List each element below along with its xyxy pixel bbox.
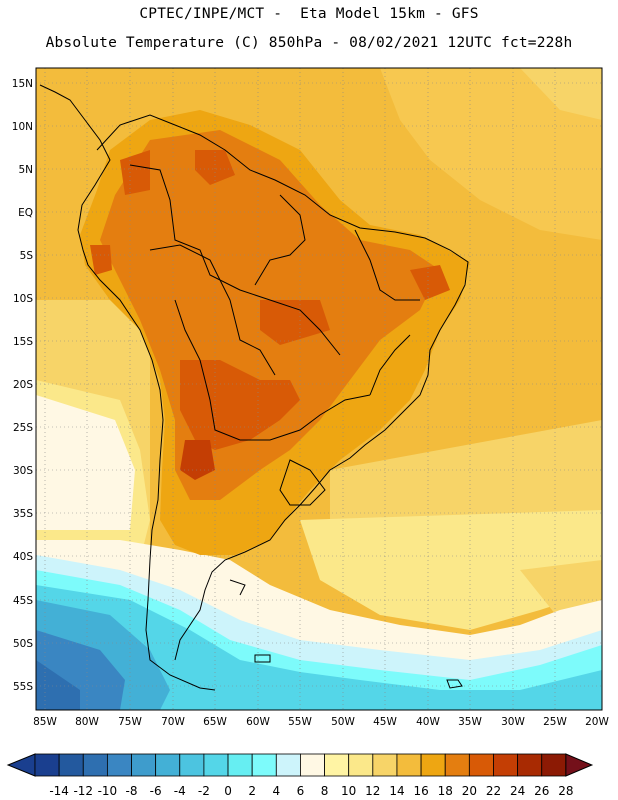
colorbar-swatch — [396, 753, 422, 777]
colorbar-swatch — [179, 753, 205, 777]
lon-label: 50W — [331, 716, 355, 728]
lat-label: 25S — [13, 422, 33, 434]
lat-label: 20S — [13, 379, 33, 391]
lat-label: 15S — [13, 336, 33, 348]
colorbar-label: -2 — [198, 784, 210, 798]
lat-label: 10S — [13, 293, 33, 305]
temperature-field — [36, 68, 602, 710]
lon-label: 80W — [75, 716, 99, 728]
lat-label: 45S — [13, 595, 33, 607]
colorbar-swatch — [131, 753, 157, 777]
colorbar-swatch — [493, 753, 519, 777]
lon-label: 85W — [33, 716, 57, 728]
colorbar-label: 16 — [413, 784, 428, 798]
colorbar-swatch — [275, 753, 301, 777]
colorbar-label: 28 — [558, 784, 573, 798]
colorbar-label: 18 — [438, 784, 453, 798]
lat-label: 30S — [13, 465, 33, 477]
colorbar-label: 10 — [341, 784, 356, 798]
colorbar-swatch — [58, 753, 84, 777]
colorbar-swatch — [106, 753, 132, 777]
colorbar-labels: -14 -12 -10 -8 -6 -4 -2 0 2 4 6 8 10 12 14 16 18 20 22 24 26… — [49, 784, 573, 798]
lat-label: 5S — [20, 250, 34, 262]
lon-label: 35W — [458, 716, 482, 728]
colorbar-swatch — [348, 753, 374, 777]
colorbar-label: 4 — [272, 784, 280, 798]
chart-title-line1: CPTEC/INPE/MCT - Eta Model 15km - GFS — [139, 6, 479, 22]
lon-label: 20W — [585, 716, 609, 728]
lon-label: 75W — [118, 716, 142, 728]
lat-label: 35S — [13, 508, 33, 520]
colorbar-swatch — [300, 753, 325, 777]
colorbar-swatch — [82, 753, 108, 777]
map-frame — [35, 67, 603, 711]
lon-label: 70W — [161, 716, 185, 728]
colorbar-label: 22 — [486, 784, 501, 798]
longitude-labels: 85W 80W 75W 70W 65W 60W 55W 50W 45W 40W … — [33, 716, 609, 728]
colorbar-arrow-left — [6, 753, 36, 777]
colorbar-swatch — [227, 753, 253, 777]
colorbar-label: 0 — [224, 784, 232, 798]
lat-label: 15N — [12, 78, 33, 90]
colorbar-label: 24 — [510, 784, 525, 798]
lat-label: EQ — [18, 207, 33, 219]
colorbar-label: -8 — [126, 784, 138, 798]
lon-label: 30W — [501, 716, 525, 728]
colorbar-label: -4 — [174, 784, 186, 798]
colorbar-label: 8 — [321, 784, 329, 798]
colorbar-label: 12 — [365, 784, 380, 798]
colorbar-swatch — [517, 753, 543, 777]
lat-label: 10N — [12, 121, 33, 133]
lon-label: 25W — [543, 716, 567, 728]
colorbar-swatch — [251, 753, 277, 777]
colorbar-label: 26 — [534, 784, 549, 798]
colorbar-label: 14 — [389, 784, 404, 798]
colorbar — [6, 753, 594, 777]
colorbar-swatch — [324, 753, 350, 777]
lon-label: 60W — [246, 716, 270, 728]
lat-label: 50S — [13, 638, 33, 650]
colorbar-swatch — [34, 753, 60, 777]
lon-label: 55W — [288, 716, 312, 728]
colorbar-swatch — [420, 753, 446, 777]
colorbar-label: -12 — [73, 784, 93, 798]
coastlines — [39, 84, 469, 691]
colorbar-label: 2 — [248, 784, 256, 798]
colorbar-swatch — [155, 753, 181, 777]
lat-label: 5N — [18, 164, 33, 176]
colorbar-swatch — [468, 753, 494, 777]
colorbar-swatch — [444, 753, 470, 777]
colorbar-arrow-right — [565, 753, 594, 777]
colorbar-swatch — [203, 753, 229, 777]
colorbar-label: -10 — [98, 784, 118, 798]
lat-label: 40S — [13, 551, 33, 563]
lon-label: 40W — [416, 716, 440, 728]
lat-label: 55S — [13, 681, 33, 693]
lon-label: 45W — [373, 716, 397, 728]
colorbar-swatch — [541, 753, 567, 777]
colorbar-label: 6 — [297, 784, 305, 798]
lon-label: 65W — [203, 716, 227, 728]
colorbar-label: -6 — [150, 784, 162, 798]
colorbar-label: -14 — [49, 784, 69, 798]
colorbar-swatch — [372, 753, 398, 777]
colorbar-label: 20 — [462, 784, 477, 798]
chart-title-line2: Absolute Temperature (C) 850hPa - 08/02/… — [45, 35, 573, 51]
latitude-labels: 15N 10N 5N EQ 5S 10S 15S 20S 25S 30S 35S… — [12, 78, 34, 693]
